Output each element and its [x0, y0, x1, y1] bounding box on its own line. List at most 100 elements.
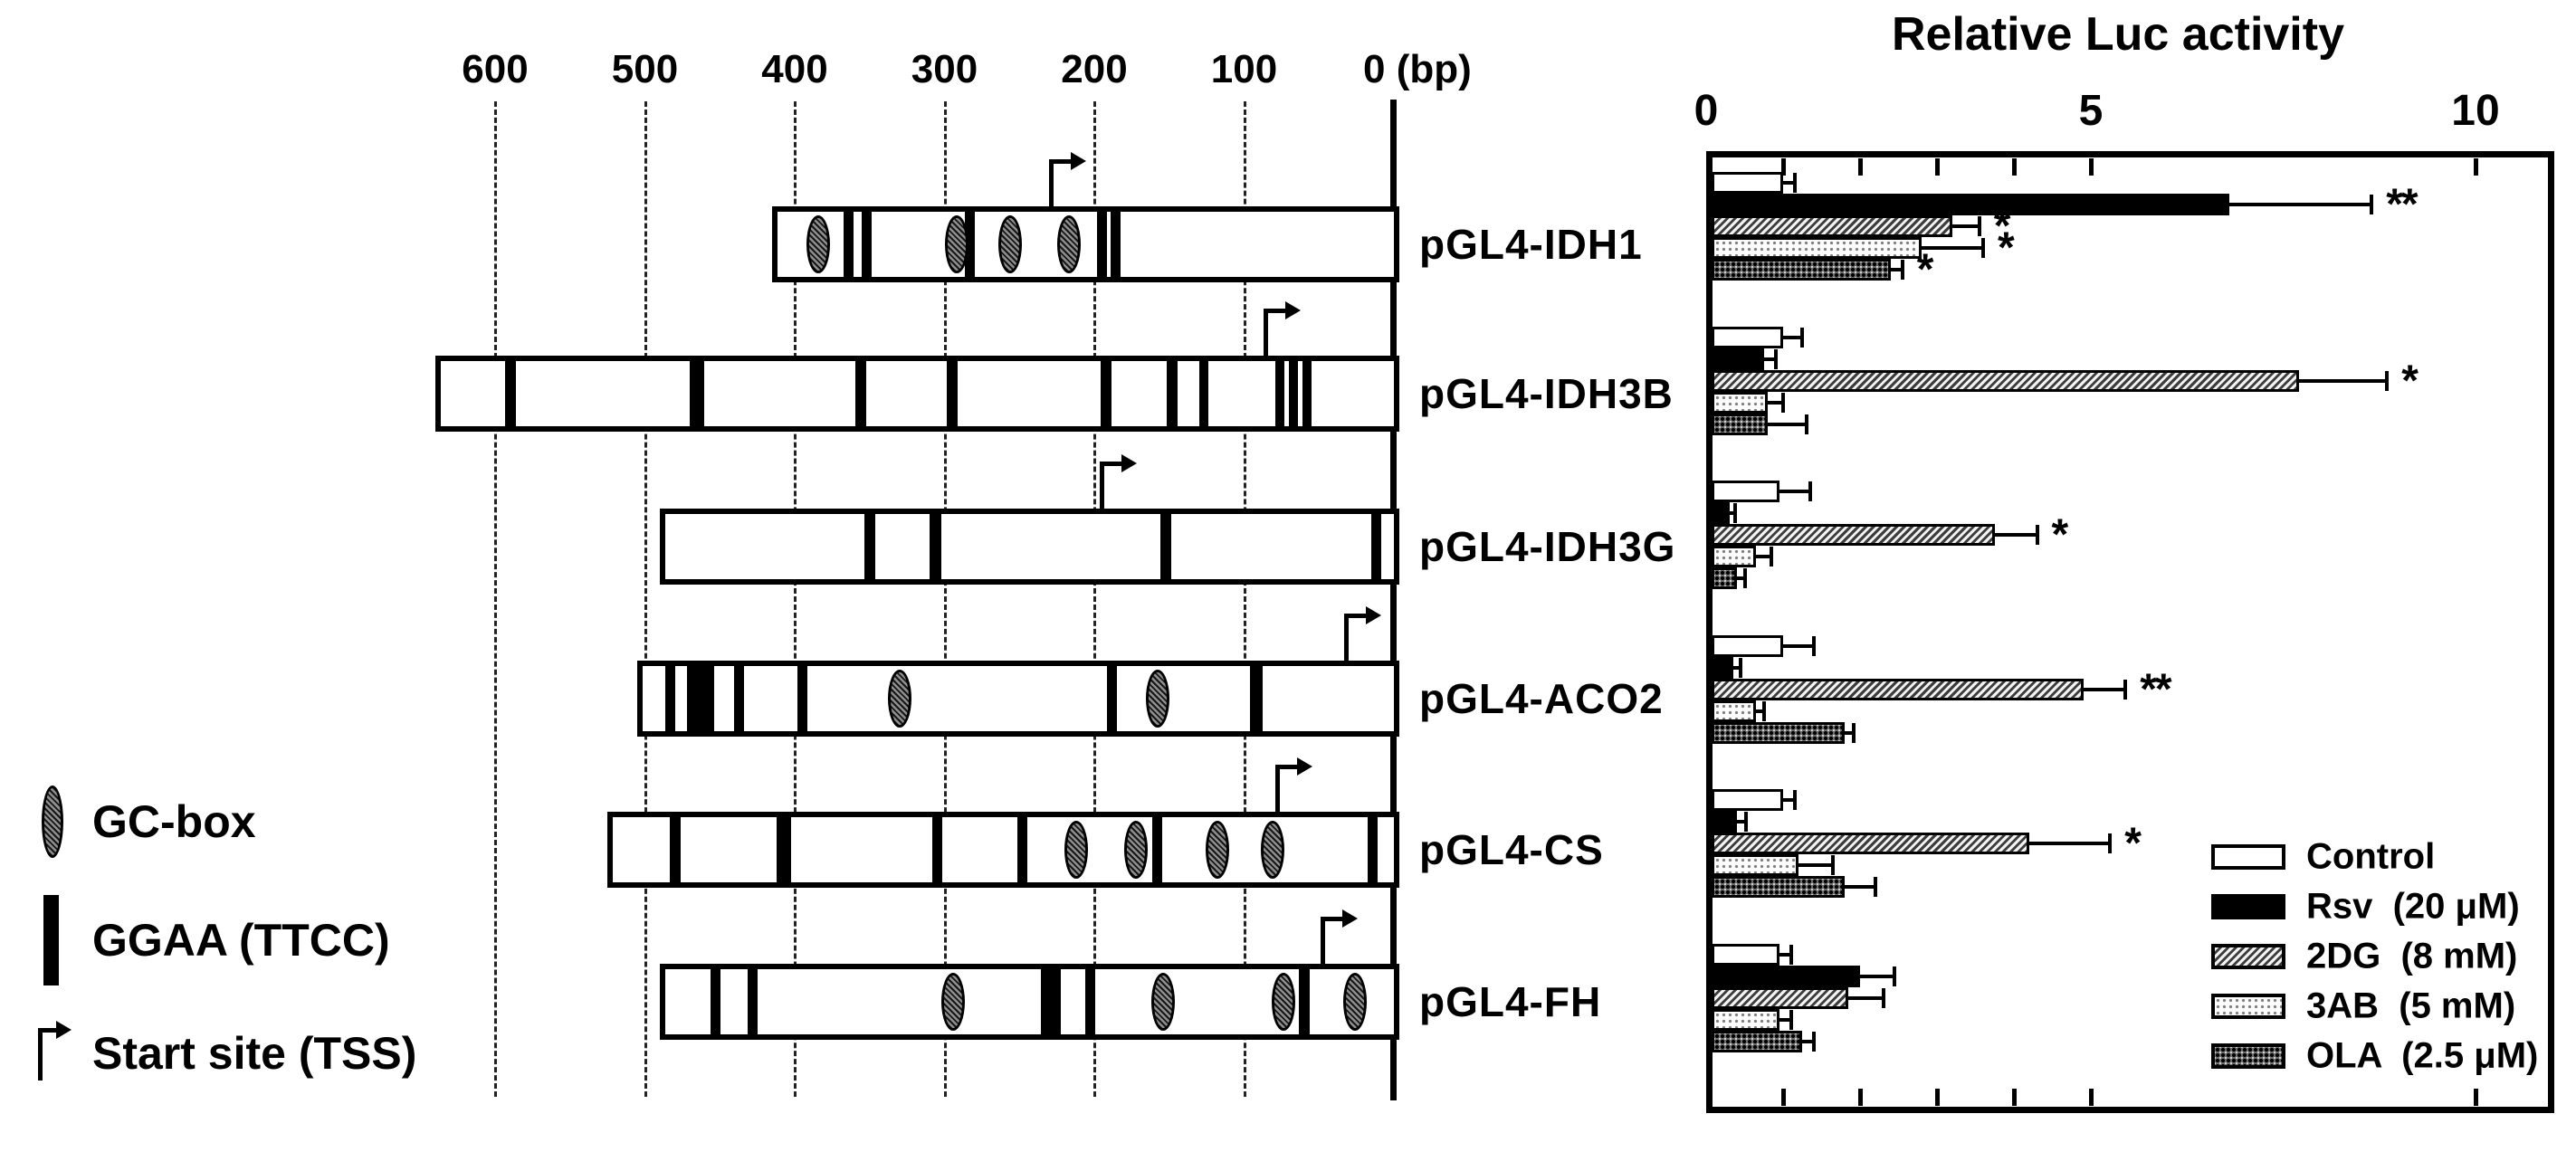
- ggaa-site-icon: [1302, 361, 1312, 426]
- bar-pGL4-IDH3G-3ab: [1712, 546, 1757, 567]
- error-bar-cap-pGL4-FH-2dg: [1881, 988, 1885, 1008]
- chart-plot-frame: [1706, 151, 2554, 1113]
- bar-pGL4-CS-ola: [1712, 876, 1845, 898]
- legend-left-label-tss: Start site (TSS): [92, 1028, 417, 1079]
- error-bar-pGL4-IDH3B-2dg: [2298, 379, 2388, 383]
- error-bar-cap-pGL4-IDH3B-3ab: [1781, 393, 1785, 413]
- error-bar-cap-pGL4-FH-control: [1789, 945, 1793, 965]
- ggaa-site-icon: [861, 212, 872, 277]
- chart-title: Relative Luc activity: [1892, 8, 2344, 61]
- bar-pGL4-ACO2-3ab: [1712, 700, 1757, 722]
- x-axis-tick-bottom-1: [1781, 1089, 1786, 1106]
- bar-pGL4-FH-control: [1712, 944, 1779, 966]
- gc-box-legend-icon: [42, 785, 63, 858]
- error-bar-cap-pGL4-IDH3G-control: [1808, 481, 1812, 501]
- x-axis-tick-top-4: [2012, 158, 2017, 176]
- tss-arrow-head-icon: [1121, 454, 1138, 472]
- error-bar-pGL4-ACO2-rsv: [1732, 666, 1741, 670]
- ggaa-site-icon: [930, 514, 942, 579]
- error-bar-pGL4-ACO2-control: [1783, 644, 1814, 648]
- bar-pGL4-IDH3B-ola: [1712, 414, 1768, 435]
- chart-legend-swatch-3ab: [2211, 994, 2285, 1019]
- chart-legend-swatch-rsv: [2211, 894, 2285, 919]
- chart-legend-label-rsv: Rsv (20 μM): [2306, 886, 2520, 927]
- x-axis-tick-top-2: [1858, 158, 1863, 176]
- gridline-400: [794, 101, 797, 1097]
- ggaa-site-icon: [854, 361, 866, 426]
- error-bar-cap-pGL4-IDH1-ola: [1900, 260, 1904, 280]
- bar-pGL4-IDH3B-rsv: [1712, 348, 1764, 370]
- error-bar-pGL4-IDH3G-control: [1779, 490, 1810, 493]
- error-bar-cap-pGL4-CS-rsv: [1744, 812, 1749, 832]
- gridline-600: [494, 101, 497, 1097]
- error-bar-cap-pGL4-ACO2-rsv: [1739, 658, 1743, 678]
- bar-pGL4-ACO2-control: [1712, 635, 1783, 657]
- error-bar-cap-pGL4-FH-3ab: [1789, 1010, 1793, 1030]
- gc-box-icon: [1151, 973, 1176, 1031]
- chart-legend-label-3ab: 3AB (5 mM): [2306, 985, 2516, 1026]
- tss-arrow-shaft: [1344, 614, 1369, 618]
- ggaa-site-icon: [797, 666, 807, 731]
- error-bar-cap-pGL4-IDH1-2dg: [1977, 216, 1981, 236]
- ggaa-site-icon: [863, 514, 875, 579]
- x-axis-tick-top-5: [2089, 158, 2094, 176]
- bar-pGL4-IDH1-3ab: [1712, 237, 1922, 259]
- error-bar-pGL4-IDH3G-2dg: [1994, 533, 2037, 537]
- gridline-200: [1093, 101, 1096, 1097]
- significance-label-pGL4-CS-2dg: *: [2124, 819, 2142, 868]
- construct-label-pGL4-ACO2: pGL4-ACO2: [1419, 675, 1664, 722]
- error-bar-pGL4-FH-rsv: [1860, 975, 1895, 978]
- error-bar-cap-pGL4-ACO2-control: [1812, 636, 1816, 656]
- x-axis-tick-bottom-2: [1858, 1089, 1863, 1106]
- ggaa-site-icon: [1107, 666, 1118, 731]
- ggaa-site-icon: [734, 666, 745, 731]
- ggaa-site-icon: [748, 969, 758, 1034]
- error-bar-pGL4-ACO2-2dg: [2083, 688, 2126, 691]
- error-bar-cap-pGL4-ACO2-3ab: [1761, 701, 1766, 721]
- tss-arrow-stem: [1344, 614, 1350, 662]
- bar-pGL4-FH-2dg: [1712, 987, 1849, 1009]
- x-axis-tick-bottom-3: [1935, 1089, 1940, 1106]
- error-bar-pGL4-CS-ola: [1845, 885, 1875, 889]
- tss-arrow-shaft: [1320, 917, 1344, 921]
- significance-label-pGL4-ACO2-2dg: **: [2140, 665, 2171, 714]
- scale-label-500: 500: [611, 47, 679, 91]
- chart-legend-swatch-2dg: [2211, 944, 2285, 969]
- significance-label-pGL4-IDH1-rsv: **: [2386, 180, 2418, 229]
- tss-arrow-head-icon: [1296, 757, 1312, 776]
- chart-legend-label-2dg: 2DG (8 mM): [2306, 936, 2518, 976]
- error-bar-pGL4-IDH1-2dg: [1952, 224, 1980, 228]
- chart-legend-label-control: Control: [2306, 836, 2436, 877]
- legend-left-label-ggaa: GGAA (TTCC): [92, 915, 390, 966]
- bar-pGL4-IDH1-ola: [1712, 259, 1891, 281]
- ggaa-site-icon: [1275, 361, 1285, 426]
- bar-pGL4-CS-control: [1712, 789, 1783, 811]
- error-bar-pGL4-CS-3ab: [1798, 863, 1834, 867]
- significance-label-pGL4-IDH1-3ab: *: [1998, 224, 2015, 272]
- ggaa-site-icon: [1101, 361, 1112, 426]
- error-bar-pGL4-IDH3G-rsv: [1729, 511, 1736, 515]
- ggaa-site-icon: [665, 666, 676, 731]
- construct-label-pGL4-CS: pGL4-CS: [1419, 826, 1604, 873]
- error-bar-cap-pGL4-CS-control: [1792, 790, 1797, 810]
- ggaa-site-icon: [1249, 666, 1263, 731]
- scale-label-400: 400: [761, 47, 828, 91]
- tss-legend-icon-shaft: [38, 1028, 60, 1033]
- bar-pGL4-FH-ola: [1712, 1031, 1803, 1052]
- error-bar-cap-pGL4-IDH3G-2dg: [2035, 525, 2039, 545]
- bar-pGL4-IDH3G-rsv: [1712, 502, 1730, 524]
- ggaa-site-icon: [690, 361, 705, 426]
- significance-label-pGL4-IDH3G-2dg: *: [2051, 510, 2069, 559]
- tss-arrow-head-icon: [1071, 152, 1086, 170]
- construct-label-pGL4-IDH3G: pGL4-IDH3G: [1419, 523, 1676, 570]
- ggaa-site-icon: [1110, 212, 1121, 277]
- gc-box-icon: [806, 215, 831, 273]
- gc-box-icon: [998, 215, 1023, 273]
- gc-box-icon: [1056, 215, 1081, 273]
- zero-bp-line: [1390, 100, 1397, 1100]
- tss-arrow-stem: [1274, 765, 1280, 814]
- ggaa-site-icon: [1167, 361, 1178, 426]
- significance-label-pGL4-IDH1-2dg: *: [1993, 202, 2011, 251]
- error-bar-pGL4-IDH3G-3ab: [1756, 555, 1772, 558]
- ggaa-site-icon: [1017, 817, 1028, 882]
